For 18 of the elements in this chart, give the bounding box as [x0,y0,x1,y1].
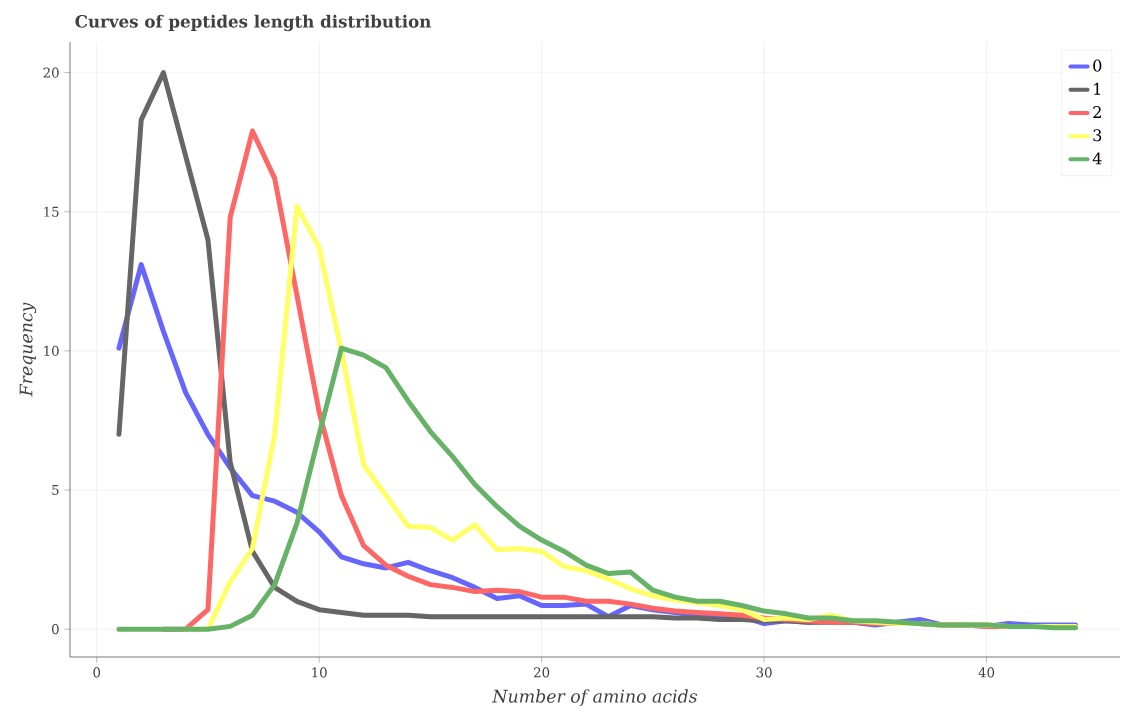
chart-title: Curves of peptides length distribution [75,14,431,32]
legend-label: 3 [1093,129,1102,142]
x-axis-title: Number of amino acids [492,689,698,707]
x-tick-label: 0 [93,667,101,678]
x-tick-label: 20 [534,667,550,678]
legend-label: 1 [1094,82,1101,95]
x-tick-label: 10 [312,667,327,678]
y-tick-label: 15 [44,206,59,217]
x-tick-label: 30 [756,667,772,678]
y-tick-label: 0 [52,624,59,635]
y-axis-title: Frequency [19,302,37,397]
y-tick-label: 20 [43,67,59,78]
y-tick-label: 5 [52,485,59,495]
legend-label: 4 [1092,152,1102,165]
legend-label: 0 [1093,59,1102,72]
y-tick-label: 10 [44,345,59,356]
x-tick-label: 40 [978,667,995,678]
legend-label: 2 [1093,106,1101,118]
